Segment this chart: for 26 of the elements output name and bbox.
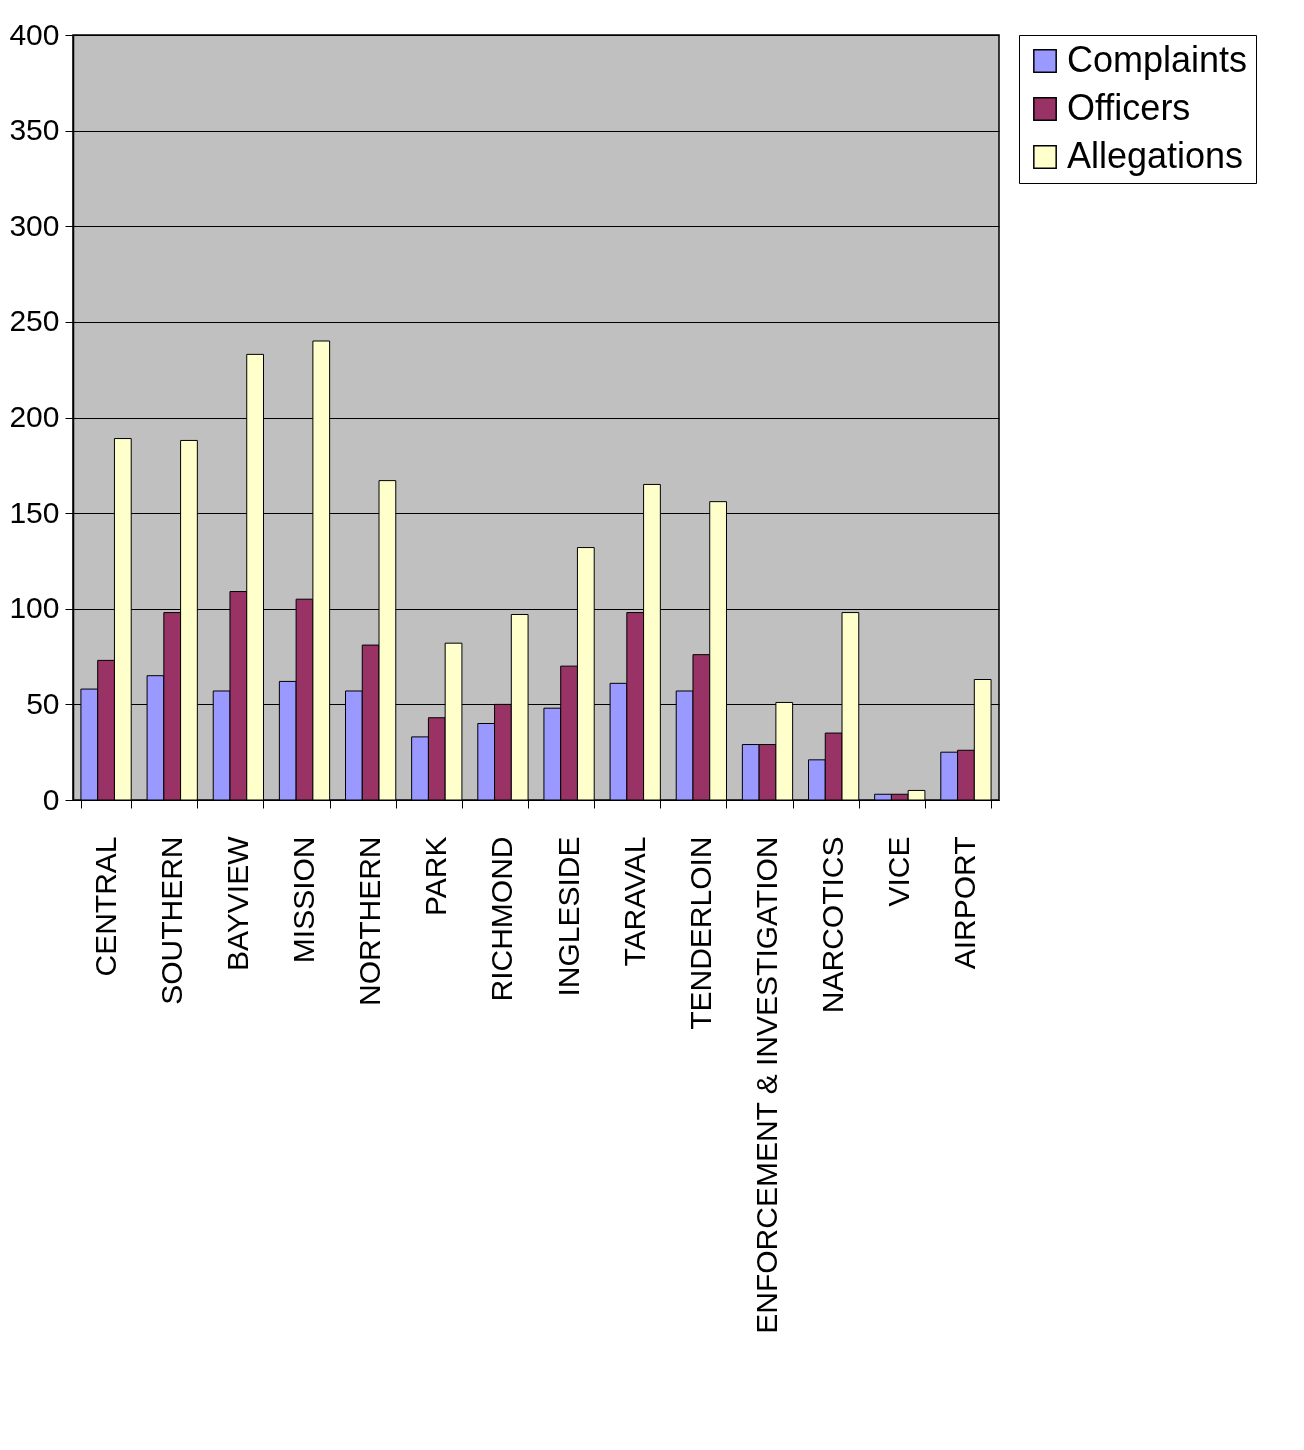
y-tick-label: 300 bbox=[9, 208, 60, 242]
y-tick-label: 100 bbox=[9, 591, 60, 625]
x-tick-label: TARAVAL bbox=[617, 836, 651, 967]
y-tick-label: 400 bbox=[9, 17, 60, 51]
x-tick-label: INGLESIDE bbox=[551, 836, 585, 997]
y-tick-label: 350 bbox=[9, 113, 60, 147]
x-tick-label: AIRPORT bbox=[948, 836, 982, 970]
x-tick-label: VICE bbox=[882, 836, 916, 907]
x-tick-label: TENDERLOIN bbox=[683, 836, 717, 1030]
x-tick-label: BAYVIEW bbox=[220, 835, 254, 971]
y-tick-label: 0 bbox=[42, 782, 60, 816]
x-tick-label: PARK bbox=[419, 836, 453, 916]
x-tick-label: NARCOTICS bbox=[816, 836, 850, 1014]
x-tick-label: SOUTHERN bbox=[154, 836, 188, 1005]
legend-label: Officers bbox=[1067, 87, 1191, 128]
x-tick-label: ENFORCEMENT & INVESTIGATION bbox=[750, 836, 783, 1334]
x-tick-label: NORTHERN bbox=[353, 836, 387, 1006]
x-tick-label: RICHMOND bbox=[485, 836, 519, 1002]
legend-label: Allegations bbox=[1067, 135, 1244, 176]
y-tick-label: 200 bbox=[9, 400, 60, 433]
y-tick-label: 50 bbox=[26, 686, 60, 720]
y-tick-label: 150 bbox=[9, 495, 60, 529]
y-tick-label: 250 bbox=[9, 304, 60, 338]
x-tick-label: CENTRAL bbox=[88, 836, 122, 977]
x-tick-label: MISSION bbox=[287, 836, 320, 964]
legend-label: Complaints bbox=[1067, 39, 1248, 80]
